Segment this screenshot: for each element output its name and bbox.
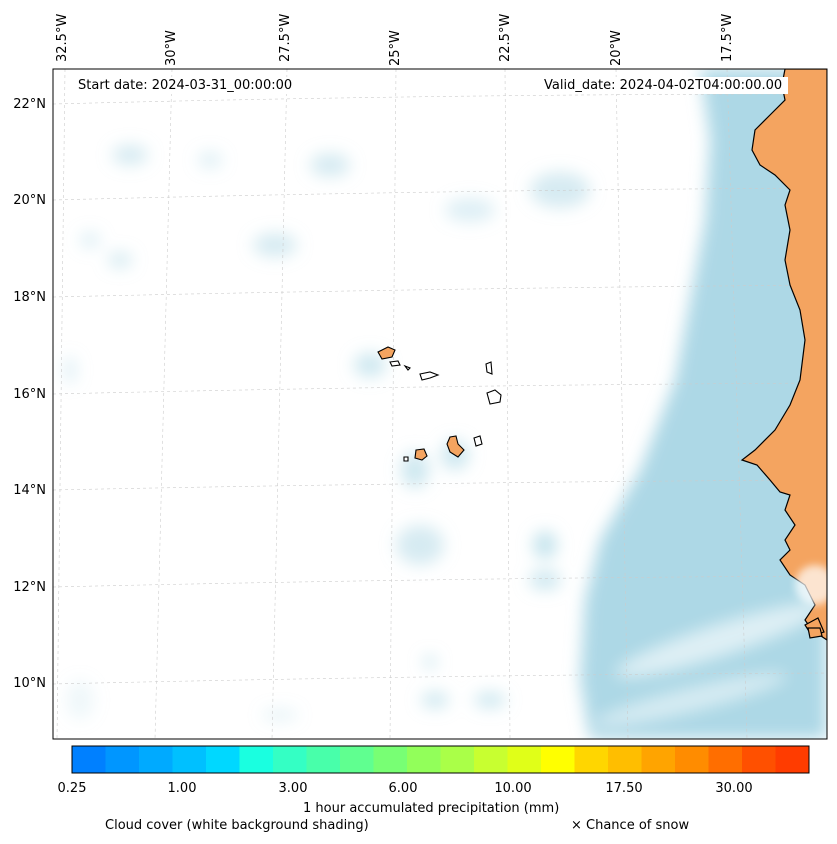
colorbar-segment <box>239 746 274 773</box>
colorbar-tick-label: 1.00 <box>167 781 197 796</box>
cloud-streaks <box>592 602 825 727</box>
colorbar-tick-label: 0.25 <box>57 781 87 796</box>
colorbar-segment <box>139 746 173 773</box>
colorbar-segment <box>340 746 374 773</box>
cloud-cover-caption: Cloud cover (white background shading) <box>105 818 369 833</box>
lon-label: 17.5°W <box>720 13 735 62</box>
map-frame <box>52 68 828 740</box>
lon-label: 27.5°W <box>278 13 293 62</box>
lon-label: 32.5°W <box>55 13 70 62</box>
lat-label: 18°N <box>13 290 46 305</box>
colorbar-segment <box>72 746 106 773</box>
colorbar-segment <box>742 746 776 773</box>
lon-label: 20°W <box>609 30 624 66</box>
colorbar-segment <box>474 746 508 773</box>
lat-label: 12°N <box>13 580 46 595</box>
cape-verde-islands <box>377 346 502 462</box>
colorbar-segment <box>407 746 441 773</box>
colorbar-segment <box>608 746 642 773</box>
lat-label: 14°N <box>13 483 46 498</box>
colorbar-segment <box>373 746 408 773</box>
snow-caption: × Chance of snow <box>571 818 690 833</box>
start-date-label: Start date: 2024-03-31_00:00:00 <box>72 77 299 94</box>
colorbar-segment <box>675 746 709 773</box>
colorbar-segment <box>206 746 240 773</box>
lon-label: 22.5°W <box>498 13 513 62</box>
colorbar-segment <box>440 746 475 773</box>
lon-label: 25°W <box>388 30 403 66</box>
colorbar-segment <box>105 746 140 773</box>
colorbar-segment <box>541 746 575 773</box>
valid-date-label: Valid_date: 2024-04-02T04:00:00.00 <box>538 77 789 94</box>
lat-label: 22°N <box>13 97 46 112</box>
colorbar-frame <box>71 745 810 774</box>
colorbar-tick-label: 6.00 <box>388 781 418 796</box>
colorbar-tick-label: 3.00 <box>278 781 308 796</box>
lon-label: 30°W <box>164 30 179 66</box>
colorbar-segment <box>172 746 207 773</box>
cloud-cover-shading <box>64 69 827 739</box>
lat-label: 20°N <box>13 193 46 208</box>
colorbar-segment <box>775 746 810 773</box>
colorbar-segment <box>574 746 609 773</box>
land-cloud-shading <box>795 565 827 605</box>
colorbar-tick-label: 10.00 <box>494 781 532 796</box>
graticule <box>53 69 827 739</box>
lat-label: 16°N <box>13 387 46 402</box>
colorbar-segment <box>507 746 542 773</box>
lat-label: 10°N <box>13 676 46 691</box>
colorbar-title: 1 hour accumulated precipitation (mm) <box>303 801 560 816</box>
colorbar-tick-label: 30.00 <box>715 781 753 796</box>
colorbar-segment <box>306 746 341 773</box>
precipitation-colorbar <box>71 745 810 774</box>
colorbar-segment <box>641 746 676 773</box>
colorbar-segment <box>273 746 307 773</box>
colorbar-segment <box>708 746 743 773</box>
colorbar-tick-label: 17.50 <box>605 781 643 796</box>
